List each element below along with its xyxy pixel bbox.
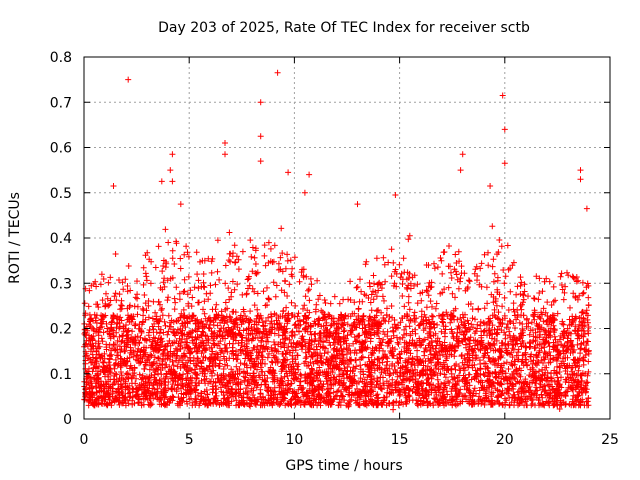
x-tick-label: 10 — [285, 432, 303, 448]
x-axis-label: GPS time / hours — [285, 458, 402, 474]
y-tick-label: 0 — [63, 412, 72, 428]
y-tick-label: 0.2 — [50, 322, 72, 338]
x-tick-label: 15 — [391, 432, 409, 448]
y-tick-label: 0.8 — [50, 50, 72, 66]
y-tick-label: 0.5 — [50, 186, 72, 202]
y-tick-label: 0.1 — [50, 367, 72, 383]
x-tick-label: 0 — [80, 432, 89, 448]
chart-title: Day 203 of 2025, Rate Of TEC Index for r… — [158, 20, 530, 36]
x-axis-ticks: 0 5 10 15 20 25 — [80, 57, 619, 448]
y-tick-label: 0.3 — [50, 276, 72, 292]
y-tick-label: 0.7 — [50, 95, 72, 111]
y-tick-label: 0.4 — [50, 231, 72, 247]
y-axis-label: ROTI / TECUs — [7, 192, 23, 284]
y-tick-label: 0.6 — [50, 141, 72, 157]
x-tick-label: 25 — [601, 432, 619, 448]
x-tick-label: 20 — [496, 432, 514, 448]
roti-points — [81, 69, 592, 413]
data-points — [81, 69, 592, 413]
y-axis-ticks: 0 0.1 0.2 0.3 0.4 0.5 0.6 0.7 0.8 — [50, 50, 610, 428]
x-tick-label: 5 — [185, 432, 194, 448]
